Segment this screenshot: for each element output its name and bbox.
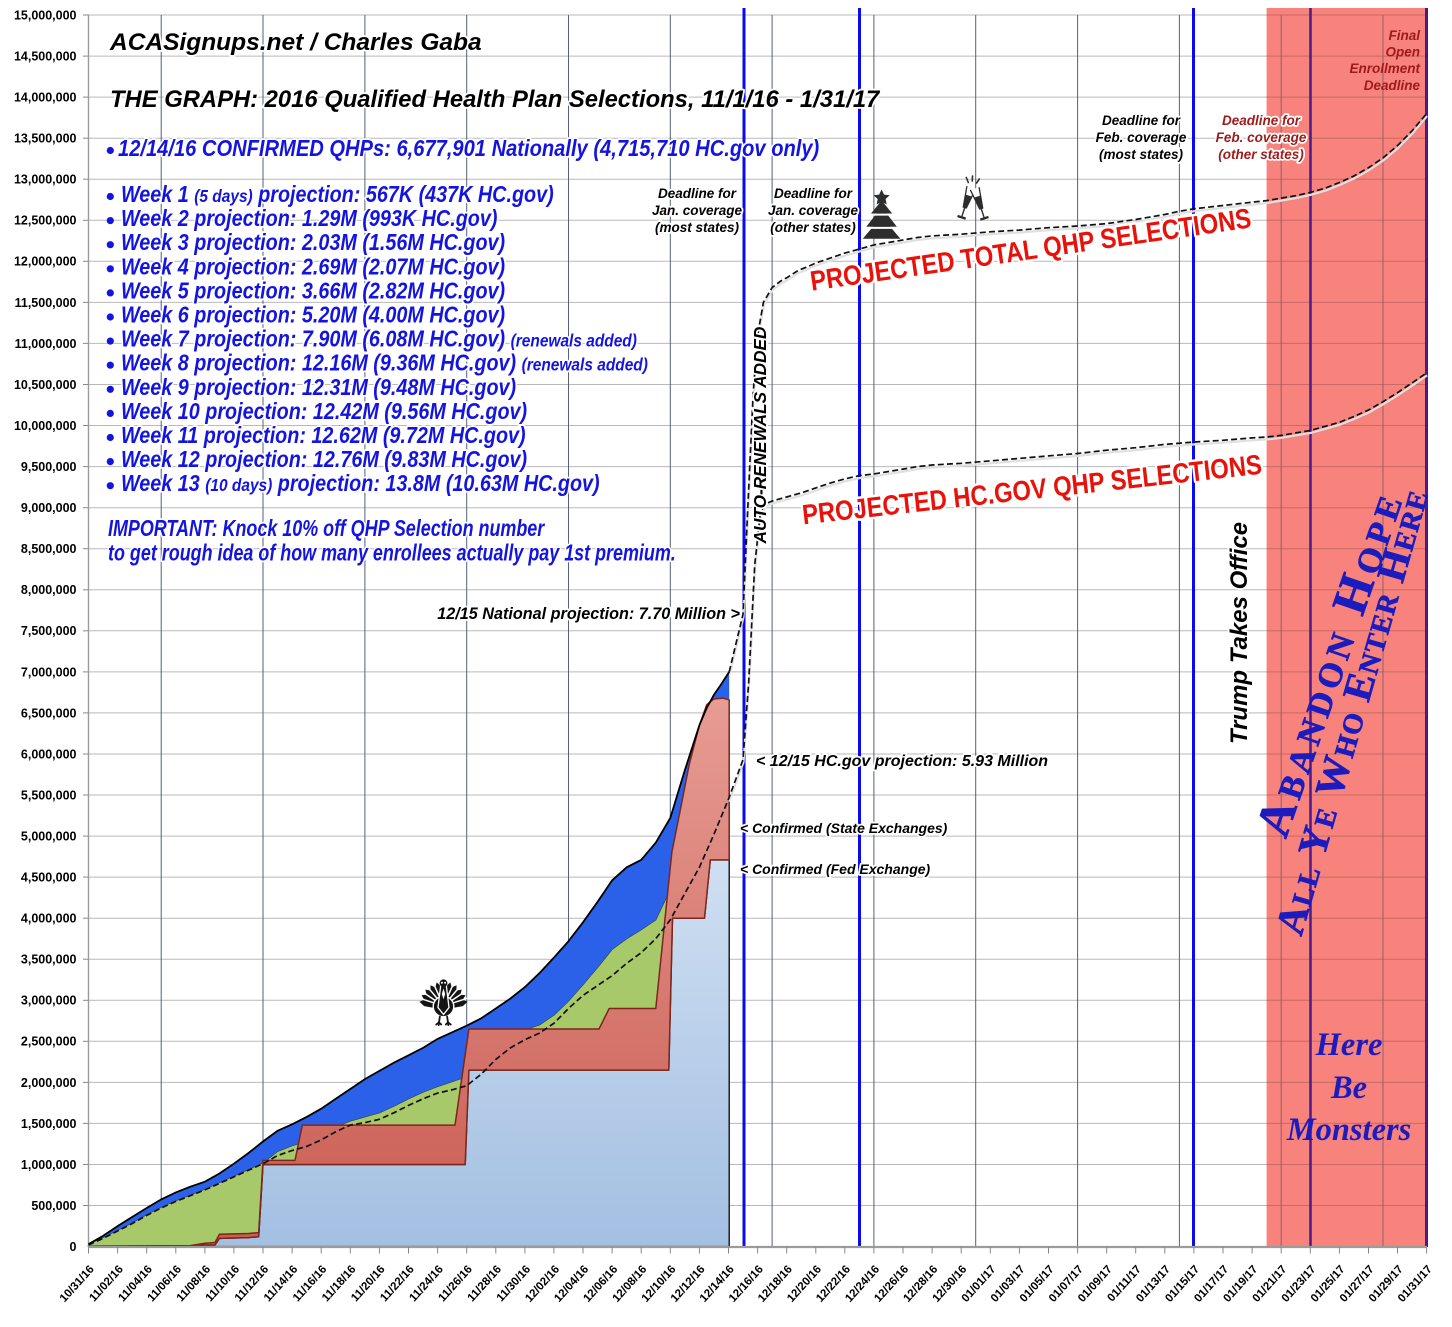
svg-text:12/15 National projection: 7.7: 12/15 National projection: 7.70 Million … bbox=[437, 605, 740, 623]
svg-text:Week 6 projection: 5.20M (4.00: Week 6 projection: 5.20M (4.00M HC.gov) bbox=[121, 302, 505, 328]
svg-text:12,000,000: 12,000,000 bbox=[14, 255, 77, 269]
svg-text:Week 4 projection: 2.69M (2.07: Week 4 projection: 2.69M (2.07M HC.gov) bbox=[121, 254, 505, 280]
svg-text:Monsters: Monsters bbox=[1286, 1112, 1412, 1148]
svg-text:Week 1 (5 days) projection: 56: Week 1 (5 days) projection: 567K (437K H… bbox=[121, 182, 554, 208]
svg-text:9,000,000: 9,000,000 bbox=[21, 501, 77, 515]
svg-text:Jan. coverage: Jan. coverage bbox=[768, 203, 859, 218]
svg-text:Here: Here bbox=[1315, 1027, 1383, 1063]
svg-text:1,000,000: 1,000,000 bbox=[21, 1158, 77, 1172]
svg-text:13,500,000: 13,500,000 bbox=[14, 132, 77, 146]
svg-text:Open: Open bbox=[1385, 45, 1420, 60]
svg-text:Final: Final bbox=[1388, 28, 1420, 43]
svg-text:Week 7 projection: 7.90M (6.08: Week 7 projection: 7.90M (6.08M HC.gov) … bbox=[121, 326, 637, 352]
svg-text:Trump Takes Office: Trump Takes Office bbox=[1226, 522, 1253, 744]
svg-text:Week 3 projection: 2.03M (1.56: Week 3 projection: 2.03M (1.56M HC.gov) bbox=[121, 230, 505, 256]
svg-text:Week 9 projection: 12.31M (9.4: Week 9 projection: 12.31M (9.48M HC.gov) bbox=[121, 374, 516, 400]
svg-text:AUTO-RENEWALS ADDED: AUTO-RENEWALS ADDED bbox=[750, 327, 770, 545]
svg-text:to get rough idea of how many: to get rough idea of how many enrollees … bbox=[108, 540, 676, 566]
svg-text:Feb. coverage: Feb. coverage bbox=[1096, 130, 1187, 145]
svg-text:8,500,000: 8,500,000 bbox=[21, 542, 77, 556]
svg-text:6,000,000: 6,000,000 bbox=[21, 747, 77, 761]
svg-text:500,000: 500,000 bbox=[31, 1199, 76, 1213]
svg-text:Week 11 projection: 12.62M (9.: Week 11 projection: 12.62M (9.72M HC.gov… bbox=[121, 423, 526, 449]
svg-text:4,000,000: 4,000,000 bbox=[21, 912, 77, 926]
svg-text:2,500,000: 2,500,000 bbox=[21, 1035, 77, 1049]
svg-text:7,500,000: 7,500,000 bbox=[21, 624, 77, 638]
svg-text:3,500,000: 3,500,000 bbox=[21, 953, 77, 967]
svg-text:5,000,000: 5,000,000 bbox=[21, 830, 77, 844]
svg-text:3,000,000: 3,000,000 bbox=[21, 994, 77, 1008]
svg-text:THE GRAPH: 2016 Qualified Heal: THE GRAPH: 2016 Qualified Health Plan Se… bbox=[110, 86, 881, 113]
svg-text:15,000,000: 15,000,000 bbox=[14, 8, 77, 22]
svg-text:Week 12 projection: 12.76M (9.: Week 12 projection: 12.76M (9.83M HC.gov… bbox=[121, 447, 527, 473]
svg-text:5,500,000: 5,500,000 bbox=[21, 788, 77, 802]
svg-text:11,000,000: 11,000,000 bbox=[15, 337, 77, 351]
svg-text:14,000,000: 14,000,000 bbox=[14, 91, 77, 105]
svg-text:7,000,000: 7,000,000 bbox=[21, 665, 77, 679]
svg-text:Week 8 projection: 12.16M (9.3: Week 8 projection: 12.16M (9.36M HC.gov)… bbox=[121, 350, 648, 376]
svg-text:(most states): (most states) bbox=[655, 220, 740, 235]
svg-text:Deadline: Deadline bbox=[1364, 78, 1421, 93]
svg-text:Feb. coverage: Feb. coverage bbox=[1216, 130, 1307, 145]
svg-text:Week 5 projection: 3.66M (2.82: Week 5 projection: 3.66M (2.82M HC.gov) bbox=[121, 278, 505, 304]
svg-text:Deadline for: Deadline for bbox=[1102, 113, 1181, 128]
svg-text:< 12/15 HC.gov projection: 5.9: < 12/15 HC.gov projection: 5.93 Million bbox=[756, 753, 1048, 770]
svg-text:8,000,000: 8,000,000 bbox=[21, 583, 77, 597]
svg-text:Deadline for: Deadline for bbox=[1222, 113, 1301, 128]
svg-text:IMPORTANT: Knock 10% off QHP S: IMPORTANT: Knock 10% off QHP Selection n… bbox=[108, 516, 545, 542]
svg-text:ACASignups.net / Charles Gaba: ACASignups.net / Charles Gaba bbox=[109, 29, 482, 56]
svg-text:9,500,000: 9,500,000 bbox=[21, 460, 77, 474]
svg-text:(most states): (most states) bbox=[1099, 147, 1184, 162]
svg-text:10,000,000: 10,000,000 bbox=[14, 419, 77, 433]
svg-text:0: 0 bbox=[70, 1240, 77, 1254]
svg-text:14,500,000: 14,500,000 bbox=[14, 50, 77, 64]
svg-text:12/14/16 CONFIRMED QHPs: 6,677: 12/14/16 CONFIRMED QHPs: 6,677,901 Natio… bbox=[118, 135, 819, 162]
svg-text:1,500,000: 1,500,000 bbox=[21, 1117, 77, 1131]
svg-text:Deadline for: Deadline for bbox=[774, 186, 853, 201]
svg-text:(other states): (other states) bbox=[770, 220, 856, 235]
svg-text:Be: Be bbox=[1330, 1070, 1367, 1106]
svg-text:4,500,000: 4,500,000 bbox=[21, 871, 77, 885]
svg-text:12,500,000: 12,500,000 bbox=[14, 214, 77, 228]
svg-text:Jan. coverage: Jan. coverage bbox=[652, 203, 743, 218]
svg-text:Enrollment: Enrollment bbox=[1349, 61, 1420, 76]
svg-text:Week 13 (10 days) projection:: Week 13 (10 days) projection: 13.8M (10.… bbox=[121, 471, 600, 497]
svg-text:Deadline for: Deadline for bbox=[658, 186, 737, 201]
svg-text:Week 2 projection: 1.29M (993K: Week 2 projection: 1.29M (993K HC.gov) bbox=[121, 206, 497, 232]
svg-text:10,500,000: 10,500,000 bbox=[14, 378, 77, 392]
svg-text:< Confirmed (State Exchanges): < Confirmed (State Exchanges) bbox=[740, 820, 948, 836]
svg-text:2,000,000: 2,000,000 bbox=[21, 1076, 77, 1090]
svg-text:6,500,000: 6,500,000 bbox=[21, 706, 77, 720]
svg-text:< Confirmed (Fed Exchange): < Confirmed (Fed Exchange) bbox=[740, 861, 931, 877]
svg-text:(other states): (other states) bbox=[1218, 147, 1304, 162]
svg-text:11,500,000: 11,500,000 bbox=[15, 296, 77, 310]
svg-text:13,000,000: 13,000,000 bbox=[14, 173, 77, 187]
svg-text:Week 10 projection: 12.42M (9.: Week 10 projection: 12.42M (9.56M HC.gov… bbox=[121, 399, 527, 425]
